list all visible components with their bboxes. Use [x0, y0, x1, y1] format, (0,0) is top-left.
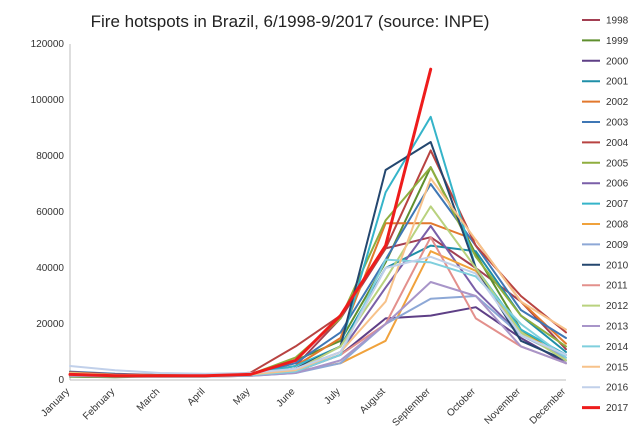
series-lines	[68, 67, 567, 379]
legend-label-2016: 2016	[606, 383, 629, 394]
legend-label-2015: 2015	[606, 362, 629, 373]
chart-axes	[69, 44, 566, 381]
legend-label-2002: 2002	[606, 97, 629, 108]
series-line-2002	[69, 222, 567, 377]
legend-label-2017: 2017	[606, 403, 629, 414]
y-tick-label: 20000	[36, 319, 64, 330]
legend-label-2009: 2009	[606, 240, 629, 251]
legend-label-2008: 2008	[606, 220, 629, 231]
y-tick-label: 0	[58, 375, 64, 386]
series-line-2006	[69, 225, 567, 378]
legend-label-1998: 1998	[606, 16, 629, 27]
x-tick-label: December	[528, 386, 569, 427]
x-tick-label: July	[322, 386, 342, 406]
y-tick-labels: 0 20000 40000 60000 80000 100000 120000	[31, 39, 65, 386]
y-tick-label: 120000	[31, 39, 65, 50]
x-tick-label: September	[390, 386, 433, 429]
x-tick-label: August	[358, 386, 388, 416]
legend-label-2005: 2005	[606, 158, 629, 169]
legend-label-2003: 2003	[606, 118, 629, 129]
legend-label-2012: 2012	[606, 301, 629, 312]
x-tick-label: February	[81, 386, 117, 422]
legend-label-2013: 2013	[606, 322, 629, 333]
legend-label-2011: 2011	[606, 281, 628, 292]
legend: 1998 1999 2000 2001 2002 2003 2004 2005 2006 2007…	[582, 16, 629, 414]
x-tick-label: November	[483, 386, 524, 427]
legend-label-2001: 2001	[606, 77, 629, 88]
x-tick-label: October	[445, 386, 478, 419]
legend-label-2000: 2000	[606, 56, 629, 67]
legend-label-2006: 2006	[606, 179, 629, 190]
series-line-2005	[69, 166, 567, 377]
x-tick-labels: January February March April May June July Augu…	[39, 386, 568, 429]
chart-title: Fire hotspots in Brazil, 6/1998-9/2017 (…	[90, 12, 490, 31]
legend-label-1999: 1999	[606, 36, 629, 47]
y-tick-label: 60000	[36, 207, 64, 218]
x-tick-label: March	[135, 386, 162, 413]
x-tick-label: January	[39, 386, 72, 419]
y-tick-label: 100000	[31, 95, 65, 106]
x-tick-label: June	[274, 386, 297, 409]
legend-label-2014: 2014	[606, 342, 629, 353]
series-line-2017	[68, 67, 433, 378]
y-tick-label: 40000	[36, 263, 64, 274]
y-tick-label: 80000	[36, 151, 64, 162]
legend-label-2004: 2004	[606, 138, 629, 149]
x-tick-label: May	[231, 386, 252, 407]
legend-label-2007: 2007	[606, 199, 629, 210]
legend-label-2010: 2010	[606, 260, 629, 271]
series-line-2016	[69, 255, 567, 375]
x-tick-label: April	[185, 386, 207, 408]
